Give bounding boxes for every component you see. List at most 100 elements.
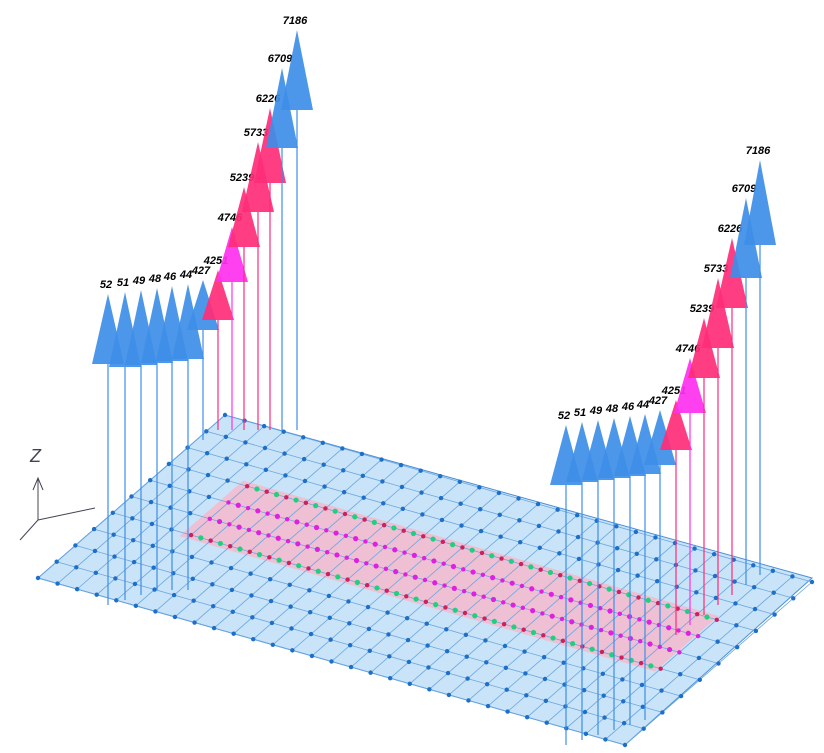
spring	[529, 586, 534, 591]
node	[523, 671, 527, 675]
node	[305, 544, 309, 548]
node	[538, 567, 542, 571]
load-label: 7186	[746, 145, 771, 157]
node	[543, 677, 547, 681]
node	[344, 534, 348, 538]
node	[227, 522, 231, 526]
node	[751, 563, 755, 567]
node	[385, 589, 389, 593]
spring	[295, 541, 300, 546]
node	[365, 583, 369, 587]
node	[484, 660, 488, 664]
spring	[276, 536, 281, 541]
node	[525, 715, 529, 719]
spring	[296, 563, 301, 568]
load-arrow	[281, 30, 313, 110]
node	[361, 474, 365, 478]
node	[660, 710, 664, 714]
node	[442, 562, 446, 566]
node	[426, 665, 430, 669]
load-label: 52	[558, 410, 570, 422]
node	[304, 501, 308, 505]
spring	[373, 542, 378, 547]
node	[659, 688, 663, 692]
node	[326, 572, 330, 576]
node	[366, 605, 370, 609]
spring	[607, 587, 612, 592]
node	[558, 573, 562, 577]
node	[440, 518, 444, 522]
node	[406, 638, 410, 642]
node	[772, 612, 776, 616]
spring	[394, 591, 399, 596]
node	[111, 511, 115, 515]
spring	[274, 492, 279, 497]
node	[226, 500, 230, 504]
node	[459, 523, 463, 527]
spring	[704, 614, 709, 619]
spring	[217, 519, 222, 524]
spring	[198, 535, 203, 540]
node	[600, 650, 604, 654]
node	[342, 490, 346, 494]
node	[205, 451, 209, 455]
node	[427, 687, 431, 691]
node	[225, 457, 229, 461]
node	[307, 588, 311, 592]
node	[771, 569, 775, 573]
node	[364, 561, 368, 565]
node	[617, 590, 621, 594]
node	[697, 656, 701, 660]
node	[248, 550, 252, 554]
spring	[294, 519, 299, 524]
node	[516, 496, 520, 500]
load-label: 48	[148, 273, 162, 285]
node	[284, 495, 288, 499]
spring	[646, 598, 651, 603]
node	[421, 534, 425, 538]
load-label: 46	[163, 271, 177, 283]
node	[282, 430, 286, 434]
node	[36, 576, 40, 580]
node	[482, 616, 486, 620]
node	[95, 593, 99, 597]
node	[343, 512, 347, 516]
node	[477, 485, 481, 489]
node	[381, 501, 385, 505]
node	[693, 568, 697, 572]
node	[464, 633, 468, 637]
node	[583, 710, 587, 714]
spring	[237, 546, 242, 551]
node	[615, 546, 619, 550]
node	[557, 551, 561, 555]
node	[735, 645, 739, 649]
spring	[647, 641, 652, 646]
node	[248, 571, 252, 575]
node	[772, 591, 776, 595]
node	[207, 495, 211, 499]
spring	[373, 563, 378, 568]
spring	[567, 575, 572, 580]
node	[189, 533, 193, 537]
spring	[667, 647, 672, 652]
node	[503, 644, 507, 648]
node	[810, 580, 814, 584]
node	[94, 571, 98, 575]
node	[340, 446, 344, 450]
spring	[531, 630, 536, 635]
spring	[313, 503, 318, 508]
node	[485, 682, 489, 686]
node	[346, 599, 350, 603]
spring	[528, 564, 533, 569]
spring	[452, 586, 457, 591]
spring	[316, 569, 321, 574]
node	[481, 573, 485, 577]
node	[243, 440, 247, 444]
load-label: 6709	[268, 53, 293, 65]
node	[620, 677, 624, 681]
node	[75, 587, 79, 591]
node	[173, 615, 177, 619]
node	[655, 579, 659, 583]
node	[522, 628, 526, 632]
spring	[412, 553, 417, 558]
